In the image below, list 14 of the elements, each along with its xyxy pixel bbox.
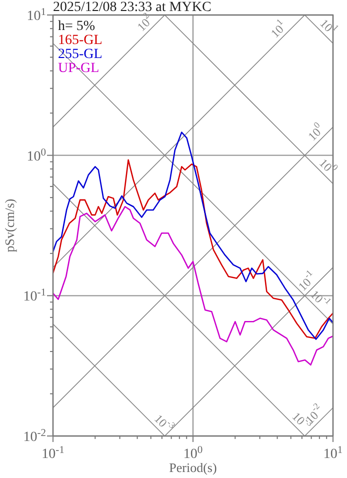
x-axis-title: Period(s)	[169, 460, 217, 475]
text: UP-GL	[58, 61, 100, 76]
annotation: h= 5%	[58, 19, 96, 34]
x-tick-label: 10$^{-1}$	[42, 444, 64, 462]
y-tick-label: 10$^{1}$	[26, 6, 46, 24]
y-tick-label: 10$^{-1}$	[23, 287, 46, 305]
text: 255-GL	[58, 47, 102, 62]
y-tick-label: 10$^{-2}$	[23, 428, 46, 445]
chart-title: 2025/12/08 23:33 at MYKC	[53, 0, 212, 15]
x-tick-label: 10$^{0}$	[183, 444, 203, 462]
text: 165-GL	[58, 33, 102, 48]
x-tick-label: 10$^{1}$	[323, 444, 343, 462]
y-tick-label: 10$^{0}$	[26, 146, 46, 164]
y-axis-title: pSv(cm/s)	[2, 198, 17, 252]
